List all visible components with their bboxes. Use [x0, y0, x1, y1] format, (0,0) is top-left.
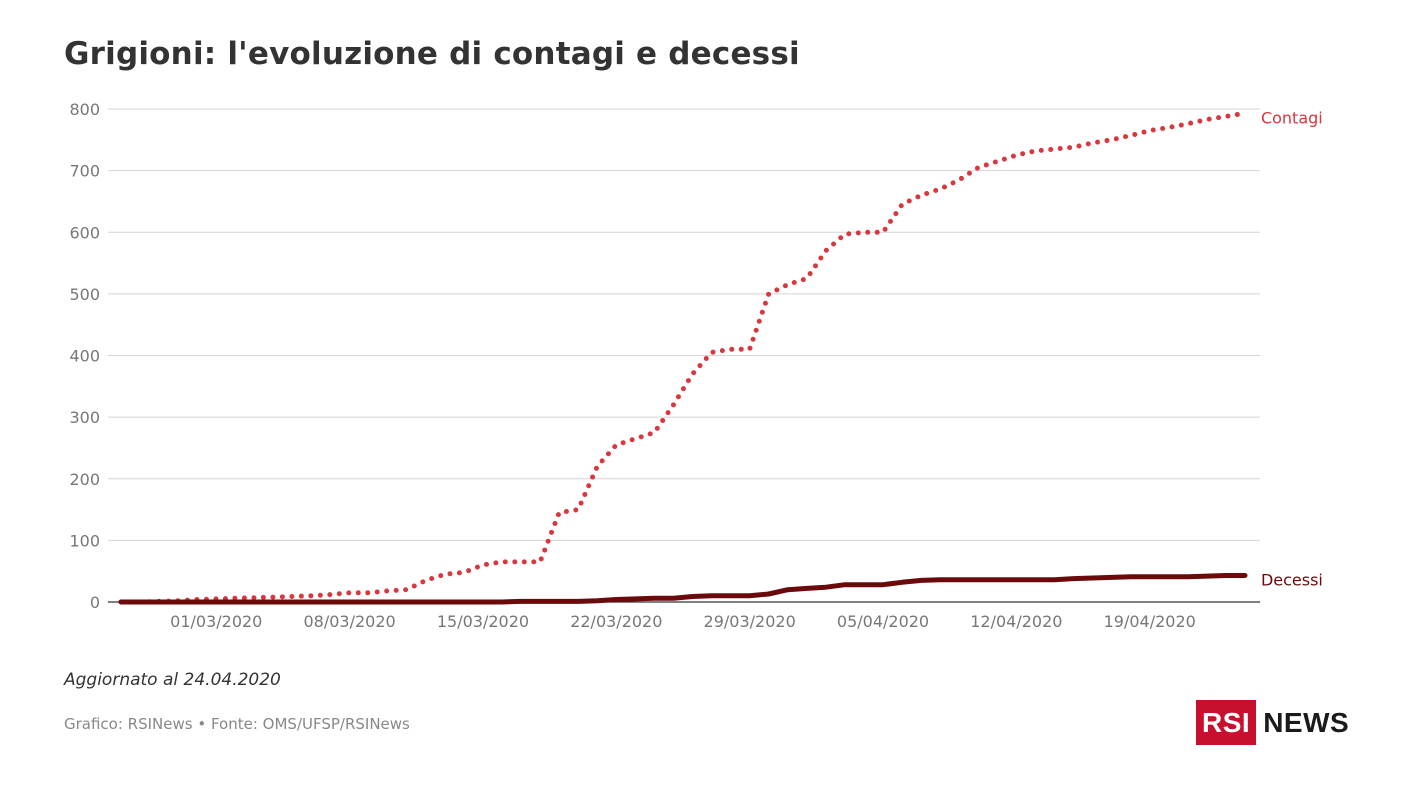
y-tick-label: 800	[69, 100, 100, 119]
x-tick-label: 19/04/2020	[1104, 612, 1196, 631]
y-tick-label: 100	[69, 531, 100, 550]
y-tick-label: 0	[90, 593, 100, 612]
line-chart: 0 100 200 300 400 500 600 700 800 01/03/2020 08/0…	[69, 100, 1323, 631]
x-tick-label: 05/04/2020	[837, 612, 929, 631]
logo-rsi: RSI	[1196, 700, 1257, 745]
y-tick-label: 500	[69, 285, 100, 304]
x-tick-label: 15/03/2020	[437, 612, 529, 631]
series-line-contagi	[118, 110, 1248, 605]
x-tick-label: 12/04/2020	[970, 612, 1062, 631]
x-axis: 01/03/2020 08/03/2020 15/03/2020 22/03/2020…	[170, 612, 1196, 631]
y-tick-label: 300	[69, 408, 100, 427]
series-line-decessi	[118, 573, 1248, 605]
logo-news: NEWS	[1263, 706, 1350, 738]
series-label-decessi: Decessi	[1261, 571, 1323, 590]
y-tick-label: 600	[69, 223, 100, 242]
y-tick-label: 400	[69, 347, 100, 366]
gridlines	[108, 108, 1260, 603]
y-tick-label: 700	[69, 162, 100, 181]
source-credits: Grafico: RSINews • Fonte: OMS/UFSP/RSINe…	[64, 715, 410, 733]
series-labels: Contagi Decessi	[1261, 108, 1323, 589]
series-lines	[118, 110, 1248, 605]
x-tick-label: 01/03/2020	[170, 612, 262, 631]
y-axis: 0 100 200 300 400 500 600 700 800	[69, 100, 100, 612]
x-tick-label: 29/03/2020	[704, 612, 796, 631]
chart-title: Grigioni: l'evoluzione di contagi e dece…	[64, 36, 800, 72]
rsi-news-logo: RSI NEWS	[1196, 700, 1349, 745]
x-tick-label: 22/03/2020	[570, 612, 662, 631]
x-tick-label: 08/03/2020	[303, 612, 395, 631]
series-label-contagi: Contagi	[1261, 108, 1323, 127]
update-note: Aggiornato al 24.04.2020	[64, 670, 281, 690]
y-tick-label: 200	[69, 470, 100, 489]
